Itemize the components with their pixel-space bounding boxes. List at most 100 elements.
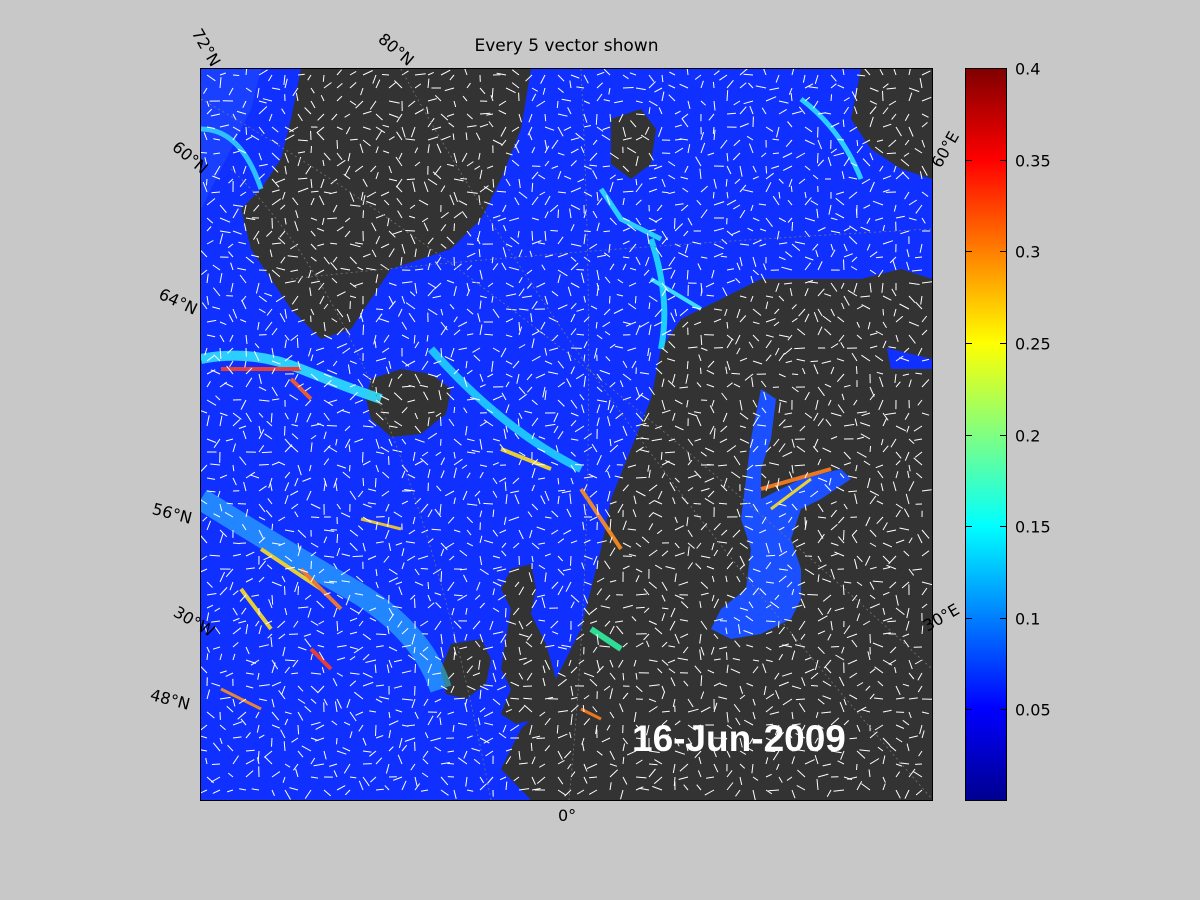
vector-arrow [648,324,652,336]
vector-arrow [743,719,754,726]
vector-arrow [735,334,741,345]
vector-arrow [270,483,273,492]
vector-arrow [258,308,266,314]
vector-arrow [518,321,521,331]
vector-arrow [254,343,260,349]
vector-arrow [609,763,618,767]
vector-arrow [643,607,650,614]
vector-arrow [531,93,537,102]
vector-arrow [830,94,833,102]
vector-arrow [577,178,585,183]
vector-arrow [414,497,422,505]
vector-arrow [436,485,442,492]
vector-arrow [394,420,403,427]
vector-arrow [618,659,624,668]
vector-arrow [434,508,442,518]
vector-arrow [427,432,438,440]
vector-arrow [310,87,315,94]
vector-arrow [674,308,677,317]
vector-arrow [739,315,747,323]
vector-arrow [544,360,553,365]
vector-arrow [810,200,819,206]
vector-arrow [700,646,705,656]
vector-arrow [711,542,715,551]
vector-arrow [778,513,787,518]
vector-arrow [739,737,743,748]
vector-arrow [576,789,585,795]
vector-arrow [635,392,644,401]
vector-arrow [427,715,434,726]
vector-arrow [557,789,566,796]
vector-arrow [289,787,299,791]
vector-arrow [908,334,916,344]
vector-arrow [713,702,718,713]
vector-arrow [433,282,442,290]
vector-arrow [258,698,267,702]
vector-arrow [679,386,689,389]
vector-arrow [232,308,238,319]
vector-arrow [797,769,806,778]
vector-arrow [420,789,429,792]
vector-arrow [232,74,240,76]
vector-arrow [440,633,443,645]
vector-arrow [531,432,535,440]
vector-arrow [913,425,923,432]
vector-arrow [791,525,799,531]
vector-arrow [696,784,702,791]
vector-arrow [583,581,592,586]
vector-arrow [344,230,351,238]
vector-arrow [765,500,773,505]
vector-arrow [851,91,858,102]
vector-arrow [635,178,638,186]
vector-arrow [362,633,371,641]
vector-arrow [903,550,910,557]
vector-arrow [362,737,367,746]
vector-arrow [921,581,932,586]
vector-arrow [681,118,689,128]
vector-arrow [700,737,703,746]
vector-arrow [921,113,929,118]
vector-arrow [382,471,390,479]
vector-arrow [388,438,393,447]
vector-arrow [739,123,749,128]
vector-arrow [271,178,280,188]
vector-arrow [669,481,676,492]
vector-arrow [804,391,810,401]
vector-arrow [466,529,472,536]
vector-arrow [869,345,878,349]
vector-arrow [388,82,397,89]
vector-arrow [267,633,273,639]
vector-arrow [284,789,291,800]
vector-arrow [329,191,338,195]
vector-arrow [854,418,858,427]
vector-arrow [609,404,615,414]
vector-arrow [466,451,476,454]
vector-arrow [499,477,507,483]
vector-arrow [700,142,706,154]
vector-arrow [228,314,234,323]
vector-arrow [465,132,468,141]
vector-arrow [505,87,516,94]
vector-arrow [622,373,632,381]
vector-arrow [362,409,370,414]
vector-arrow [889,745,897,752]
vector-arrow [305,165,312,175]
vector-arrow [736,262,741,271]
vector-arrow [696,415,702,427]
vector-arrow [835,197,845,206]
vector-arrow [661,191,669,194]
vector-arrow [726,445,737,453]
vector-arrow [271,662,276,674]
vector-arrow [536,526,546,531]
vector-arrow [479,123,489,128]
vector-arrow [297,568,309,573]
vector-arrow [527,126,533,136]
vector-arrow [791,538,799,544]
vector-arrow [483,737,494,744]
vector-arrow [752,568,761,573]
map-panel[interactable] [200,68,933,801]
vector-arrow [713,522,721,531]
vector-arrow [512,607,520,616]
vector-arrow [368,488,377,492]
vector-arrow [369,776,377,783]
